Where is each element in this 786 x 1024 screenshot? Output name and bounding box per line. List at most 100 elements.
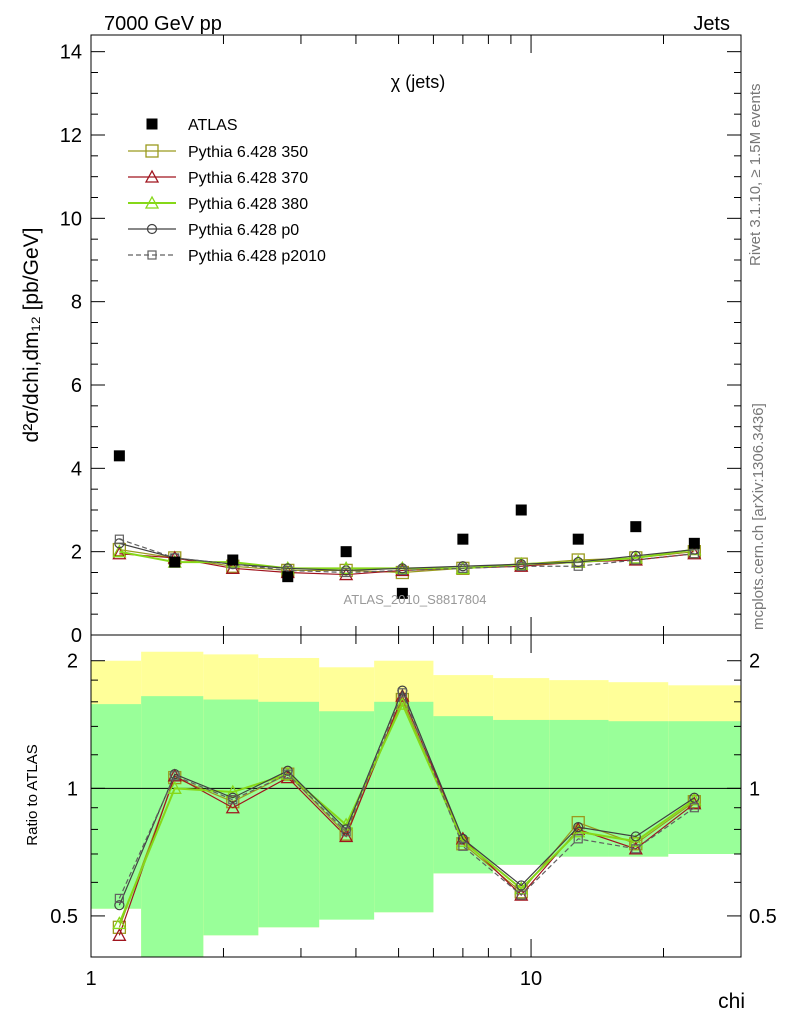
main-marker-p2010 [689,549,699,559]
main-y-tick-label: 4 [71,458,82,480]
ratio-marker-p0 [457,833,468,844]
ratio-plot-panel: 0.5 0.5 1 1 2 2 1 10 [50,634,777,990]
ratio-marker-p2010 [283,769,293,779]
ratio-y-tick-label-left: 2 [67,651,78,673]
main-marker-atlas [457,533,469,545]
main-y-tick-label: 0 [71,625,82,647]
ratio-marker-p2010 [516,890,526,900]
legend-label-p350: Pythia 6.428 350 [188,144,308,161]
ratio-y-tick-label-left: 1 [67,778,78,800]
main-marker-p2010 [458,563,468,573]
main-marker-p380 [455,560,470,574]
main-marker-atlas [340,546,352,558]
ratio-plot-marks [112,685,702,941]
main-y-tick-label: 8 [71,292,82,314]
ratio-line-p2010 [118,691,695,899]
main-y-tick-label: 12 [60,125,82,147]
ratio-marker-p2010 [397,688,407,698]
main-marker-p2010 [516,561,526,571]
ratio-marker-p2010 [170,771,180,781]
ratio-marker-p0 [114,900,125,911]
ratio-marker-p380 [514,881,529,895]
main-marker-atlas [113,450,125,462]
main-plot-marks [112,450,702,599]
main-marker-p2010 [114,534,124,544]
ratio-y-tick-label-right: 1 [749,778,760,800]
legend-label-p0: Pythia 6.428 p0 [188,222,299,239]
main-y-tick-label: 14 [60,42,82,64]
main-line-p2010 [119,538,695,574]
ratio-line-p0 [118,689,695,906]
green-band-bin [668,721,741,854]
green-band-bin [91,704,142,909]
ratio-plot-frame [90,634,742,958]
legend-marker-p350 [145,144,159,158]
main-marker-atlas [396,587,408,599]
main-marker-p2010 [397,565,407,576]
main-x-ticks [90,35,742,635]
green-band-bin [203,699,259,936]
green-band-bin [493,719,550,865]
ratio-marker-p370 [112,927,127,941]
legend-label-p370: Pythia 6.428 370 [188,170,308,187]
ratio-marker-p0 [516,880,527,891]
x-tick-label: 10 [520,968,542,990]
ratio-marker-p2010 [631,844,641,854]
main-y-tick-label: 10 [60,208,82,230]
mcplots-label: mcplots.cern.ch [arXiv:1306.3436] [750,403,767,630]
ratio-y-ticks: 0.5 0.5 1 1 2 2 [50,651,777,958]
ratio-marker-p380 [167,780,182,794]
ratio-marker-p350 [571,815,585,830]
legend-marker-atlas [146,118,158,130]
ratio-marker-p2010 [458,841,468,851]
ratio-marker-p0 [630,831,641,842]
main-title: χ (jets) [391,72,445,92]
ratio-marker-p380 [112,916,127,930]
legend-marker-p2010 [147,250,157,260]
main-y-tick-label: 6 [71,375,82,397]
ratio-marker-p370 [395,688,410,702]
ratio-marker-p2010 [689,803,699,813]
header-left: 7000 GeV pp [104,13,222,35]
ratio-marker-p0 [573,822,584,833]
main-marker-atlas [169,556,181,568]
legend-label-p380: Pythia 6.428 380 [188,196,308,213]
green-band-bin [374,701,434,913]
main-y-ticks: 0 2 4 6 8 10 12 14 [60,42,741,647]
ratio-marker-p2010 [341,827,351,837]
watermark: ATLAS_2010_S8817804 [344,592,487,607]
legend-marker-p370 [144,169,160,183]
legend-marker-p0 [146,223,158,235]
main-plot-panel: 0 2 4 6 8 10 12 14 χ (jets) ATLAS_2010_S8817804… [60,34,742,647]
green-band-bin [141,696,204,957]
ratio-y-tick-label-left: 0.5 [50,906,78,928]
legend-label-p2010: Pythia 6.428 p2010 [188,248,326,265]
ratio-x-ticks: 1 10 [85,635,742,990]
main-marker-p380 [112,544,127,558]
ratio-marker-p380 [395,696,410,710]
main-marker-atlas [688,537,700,549]
ratio-y-label: Ratio to ATLAS [24,744,41,845]
x-axis-label: chi [718,990,745,1013]
main-marker-atlas [572,533,584,545]
main-marker-p380 [628,550,643,564]
main-marker-atlas [227,554,239,566]
ratio-y-tick-label-right: 2 [749,651,760,673]
legend: ATLAS Pythia 6.428 350 Pythia 6.428 370 Pyt… [128,117,326,265]
legend-marker-p380 [144,195,160,209]
main-marker-atlas [282,571,294,583]
ratio-marker-p380 [628,833,643,847]
ratio-marker-p2010 [114,893,124,903]
main-marker-p370 [112,546,127,560]
x-tick-label: 1 [85,968,96,990]
ratio-line-p380 [118,701,695,924]
main-marker-p2010 [573,561,583,571]
ratio-marker-p2010 [228,795,238,805]
green-band-bin [608,721,669,857]
main-marker-p2010 [631,555,641,565]
legend-label-atlas: ATLAS [188,117,238,134]
header-right: Jets [693,13,730,35]
main-marker-atlas [630,521,642,533]
main-y-label: d²σ/dchi,dm₁₂ [pb/GeV] [20,228,43,443]
